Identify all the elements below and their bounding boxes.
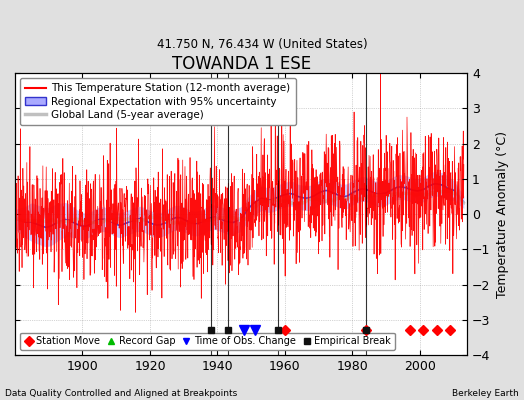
- Legend: Station Move, Record Gap, Time of Obs. Change, Empirical Break: Station Move, Record Gap, Time of Obs. C…: [20, 332, 395, 350]
- Text: Berkeley Earth: Berkeley Earth: [452, 389, 519, 398]
- Text: 41.750 N, 76.434 W (United States): 41.750 N, 76.434 W (United States): [157, 38, 367, 51]
- Title: TOWANDA 1 ESE: TOWANDA 1 ESE: [171, 55, 311, 73]
- Text: Data Quality Controlled and Aligned at Breakpoints: Data Quality Controlled and Aligned at B…: [5, 389, 237, 398]
- Y-axis label: Temperature Anomaly (°C): Temperature Anomaly (°C): [496, 130, 509, 298]
